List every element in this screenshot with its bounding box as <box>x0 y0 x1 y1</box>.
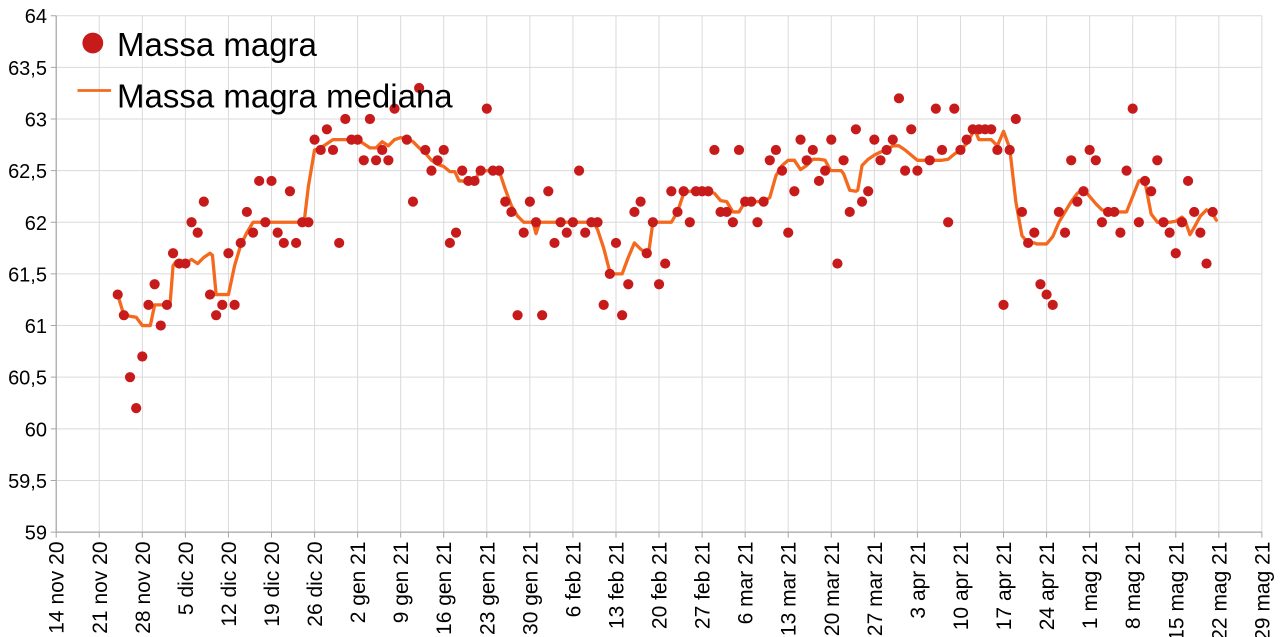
svg-text:21 nov 20: 21 nov 20 <box>89 542 112 634</box>
svg-text:61,5: 61,5 <box>8 264 47 286</box>
svg-text:22 mag 21: 22 mag 21 <box>1208 542 1231 637</box>
svg-text:61: 61 <box>25 316 47 338</box>
svg-text:63: 63 <box>25 110 47 132</box>
svg-text:Massa magra: Massa magra <box>117 26 318 63</box>
svg-text:16 gen 21: 16 gen 21 <box>433 542 456 635</box>
svg-text:27 mar 21: 27 mar 21 <box>864 542 887 637</box>
svg-text:28 nov 20: 28 nov 20 <box>132 542 155 634</box>
svg-text:15 mag 21: 15 mag 21 <box>1165 542 1188 637</box>
svg-text:3 apr 21: 3 apr 21 <box>907 542 930 619</box>
svg-text:26 dic 20: 26 dic 20 <box>304 542 327 627</box>
svg-text:20 feb 21: 20 feb 21 <box>649 542 672 630</box>
svg-text:60,5: 60,5 <box>8 368 47 390</box>
svg-text:10 apr 21: 10 apr 21 <box>950 542 973 631</box>
svg-text:19 dic 20: 19 dic 20 <box>261 542 284 627</box>
svg-text:1 mag 21: 1 mag 21 <box>1079 542 1102 630</box>
svg-text:12 dic 20: 12 dic 20 <box>218 542 241 627</box>
svg-text:Massa magra mediana: Massa magra mediana <box>117 78 453 115</box>
svg-text:62,5: 62,5 <box>8 161 47 183</box>
svg-text:2 gen 21: 2 gen 21 <box>347 542 370 624</box>
svg-text:20 mar 21: 20 mar 21 <box>821 542 844 637</box>
svg-text:63,5: 63,5 <box>8 58 47 80</box>
svg-text:27 feb 21: 27 feb 21 <box>692 542 715 630</box>
svg-text:17 apr 21: 17 apr 21 <box>993 542 1016 631</box>
svg-text:60: 60 <box>25 419 47 441</box>
svg-text:13 mar 21: 13 mar 21 <box>778 542 801 637</box>
svg-text:6 mar 21: 6 mar 21 <box>735 542 758 625</box>
svg-text:14 nov 20: 14 nov 20 <box>46 542 69 634</box>
svg-text:23 gen 21: 23 gen 21 <box>476 542 499 635</box>
svg-text:64: 64 <box>25 6 47 28</box>
svg-text:24 apr 21: 24 apr 21 <box>1036 542 1059 631</box>
svg-text:13 feb 21: 13 feb 21 <box>605 542 628 630</box>
svg-text:59,5: 59,5 <box>8 471 47 493</box>
svg-text:5 dic 20: 5 dic 20 <box>175 542 198 616</box>
svg-text:62: 62 <box>25 213 47 235</box>
svg-text:6 feb 21: 6 feb 21 <box>562 542 585 618</box>
svg-text:30 gen 21: 30 gen 21 <box>519 542 542 635</box>
svg-text:29 mag 21: 29 mag 21 <box>1251 542 1274 637</box>
svg-text:9 gen 21: 9 gen 21 <box>390 542 413 624</box>
svg-text:8 mag 21: 8 mag 21 <box>1122 542 1145 630</box>
svg-text:59: 59 <box>25 523 47 545</box>
